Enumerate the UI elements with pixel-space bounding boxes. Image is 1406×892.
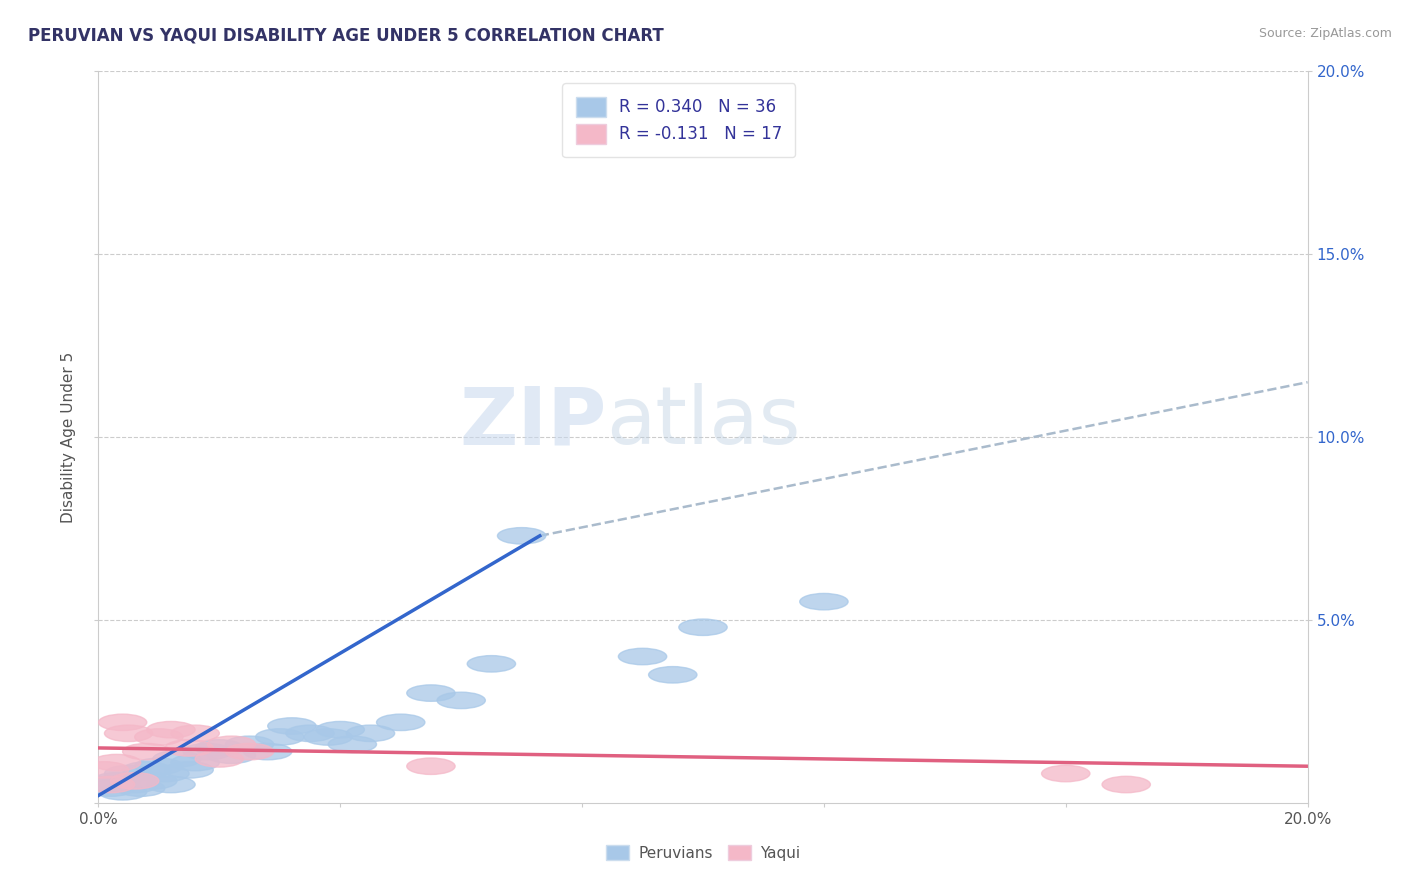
Y-axis label: Disability Age Under 5: Disability Age Under 5 bbox=[60, 351, 76, 523]
Legend: Peruvians, Yaqui: Peruvians, Yaqui bbox=[599, 837, 807, 868]
Text: PERUVIAN VS YAQUI DISABILITY AGE UNDER 5 CORRELATION CHART: PERUVIAN VS YAQUI DISABILITY AGE UNDER 5… bbox=[28, 27, 664, 45]
Text: ZIP: ZIP bbox=[458, 384, 606, 461]
Text: atlas: atlas bbox=[606, 384, 800, 461]
Text: Source: ZipAtlas.com: Source: ZipAtlas.com bbox=[1258, 27, 1392, 40]
